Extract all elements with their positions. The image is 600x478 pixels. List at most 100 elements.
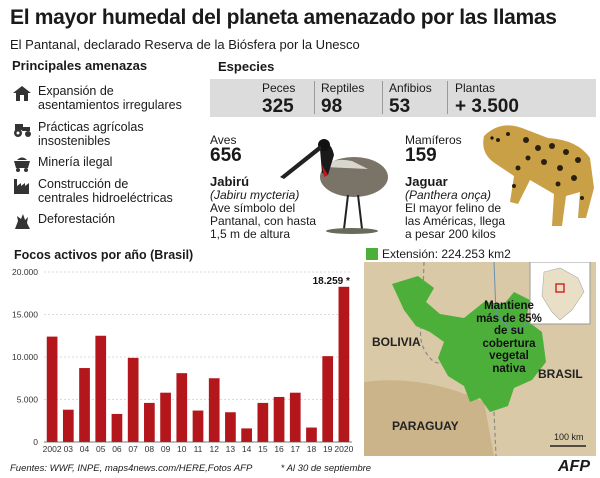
threats-heading: Principales amenazas bbox=[12, 58, 148, 73]
x-tick-label: 16 bbox=[274, 444, 284, 454]
threat-item-deforestation: Deforestación bbox=[12, 212, 212, 230]
species-reptiles: Reptiles 98 bbox=[321, 81, 364, 118]
divider bbox=[447, 81, 448, 114]
bar bbox=[241, 428, 252, 442]
bar bbox=[111, 413, 123, 442]
threat-label-2: insostenibles bbox=[38, 134, 111, 148]
pantanal-map: BOLIVIA BRASIL PARAGUAY 100 km bbox=[364, 262, 596, 456]
page-title: El mayor humedal del planeta amenazado p… bbox=[10, 6, 557, 29]
threat-item-settlements: Expansión de asentamientos irregulares bbox=[12, 84, 212, 112]
x-tick-label: 13 bbox=[226, 444, 236, 454]
sources-text: Fuentes: WWF, INPE, maps4news.com/HERE,F… bbox=[10, 463, 252, 474]
callout-line: nativa bbox=[492, 362, 526, 375]
pantanal-extent bbox=[392, 276, 546, 412]
threat-item-agriculture: Prácticas agrícolas insostenibles bbox=[12, 120, 212, 148]
country-border bbox=[419, 262, 497, 456]
jaguar-illustration bbox=[483, 125, 594, 226]
species-counts-panel bbox=[210, 79, 596, 117]
stump-icon bbox=[15, 214, 30, 229]
species-plants: Plantas + 3.500 bbox=[455, 81, 519, 118]
factory-icon bbox=[14, 179, 29, 194]
bar-annotation: 18.259 * bbox=[313, 276, 350, 287]
y-tick-label: 5.000 bbox=[17, 395, 39, 405]
bar bbox=[338, 286, 350, 442]
mammals-count: 159 bbox=[405, 145, 437, 166]
y-tick-label: 0 bbox=[33, 437, 38, 447]
jabiru-scientific-name: (Jabiru mycteria) bbox=[210, 188, 300, 202]
species-value: 98 bbox=[321, 96, 343, 117]
bar bbox=[273, 396, 285, 442]
y-tick-label: 15.000 bbox=[12, 310, 38, 320]
jaguar-scientific-name: (Panthera onça) bbox=[405, 188, 492, 202]
x-tick-label: 14 bbox=[242, 444, 252, 454]
species-label: Anfibios bbox=[389, 81, 432, 95]
threat-label: Minería ilegal bbox=[38, 155, 113, 169]
x-tick-label: 09 bbox=[161, 444, 171, 454]
desc-line: El mayor felino de bbox=[405, 201, 502, 215]
divider bbox=[382, 81, 383, 114]
species-value: 325 bbox=[262, 96, 294, 117]
x-tick-label: 10 bbox=[177, 444, 187, 454]
divider bbox=[314, 81, 315, 114]
x-tick-label: 04 bbox=[80, 444, 90, 454]
y-tick-label: 10.000 bbox=[12, 352, 38, 362]
x-tick-label: 05 bbox=[96, 444, 106, 454]
x-tick-label: 03 bbox=[64, 444, 74, 454]
callout-line: de su bbox=[493, 325, 525, 337]
scale-label: 100 km bbox=[554, 432, 584, 442]
x-tick-label: 11 bbox=[194, 444, 203, 454]
x-tick-label: 08 bbox=[145, 444, 155, 454]
threat-item-mining: Minería ilegal bbox=[12, 155, 212, 173]
threat-label: Construcción de bbox=[38, 177, 129, 191]
y-tick-label: 20.000 bbox=[12, 267, 38, 277]
bar bbox=[208, 378, 220, 442]
chart-title: Focos activos por año (Brasil) bbox=[14, 248, 194, 262]
afp-logo: AFP bbox=[558, 458, 590, 475]
species-label: Plantas bbox=[455, 81, 496, 95]
bar bbox=[192, 410, 204, 442]
bar bbox=[176, 373, 188, 442]
jabiru-name: Jabirú bbox=[210, 174, 250, 189]
species-amphibians: Anfibios 53 bbox=[389, 81, 432, 118]
species-label: Peces bbox=[262, 81, 296, 95]
bar bbox=[79, 368, 90, 442]
x-tick-label: 2020 bbox=[334, 444, 353, 454]
bar bbox=[225, 412, 236, 442]
bar bbox=[160, 392, 171, 442]
birds-count: 656 bbox=[210, 145, 242, 166]
house-icon bbox=[13, 86, 31, 101]
bar bbox=[144, 402, 155, 442]
bar bbox=[95, 335, 107, 442]
x-tick-label: 15 bbox=[258, 444, 268, 454]
threat-label-2: asentamientos irregulares bbox=[38, 98, 182, 112]
x-tick-label: 17 bbox=[291, 444, 301, 454]
x-tick-label: 06 bbox=[112, 444, 122, 454]
callout-line: vegetal bbox=[489, 350, 529, 362]
desc-line: a pesar 200 kilos bbox=[405, 227, 496, 241]
threat-label-2: centrales hidroeléctricas bbox=[38, 191, 173, 205]
threat-label: Deforestación bbox=[38, 212, 116, 226]
tractor-icon bbox=[14, 124, 31, 137]
jaguar-name: Jaguar bbox=[405, 174, 448, 189]
mammals-label: Mamíferos bbox=[405, 133, 462, 147]
jabiru-bird-illustration bbox=[280, 139, 388, 234]
species-value: + 3.500 bbox=[455, 96, 519, 117]
map-legend: Extensión: 224.253 km2 bbox=[382, 247, 511, 261]
bar bbox=[127, 357, 139, 442]
desc-line: Ave símbolo del bbox=[210, 201, 296, 215]
x-tick-label: 19 bbox=[323, 444, 333, 454]
x-tick-label: 12 bbox=[209, 444, 219, 454]
threat-label: Prácticas agrícolas bbox=[38, 120, 144, 134]
bar bbox=[306, 427, 317, 442]
threat-item-dams: Construcción de centrales hidroeléctricas bbox=[12, 177, 212, 205]
threat-label: Expansión de bbox=[38, 84, 114, 98]
bar bbox=[322, 356, 334, 442]
bar bbox=[62, 409, 74, 442]
page-subtitle: El Pantanal, declarado Reserva de la Bió… bbox=[10, 37, 360, 52]
fires-bar-chart: 0 5.000 10.000 15.000 20.000 2002 03 04 05 06 07 08… bbox=[12, 267, 354, 454]
bar bbox=[289, 392, 301, 442]
label-bolivia: BOLIVIA bbox=[372, 335, 421, 349]
desc-line: 1,5 m de altura bbox=[210, 227, 291, 241]
bar bbox=[257, 402, 269, 442]
x-tick-label: 2002 bbox=[43, 444, 62, 454]
